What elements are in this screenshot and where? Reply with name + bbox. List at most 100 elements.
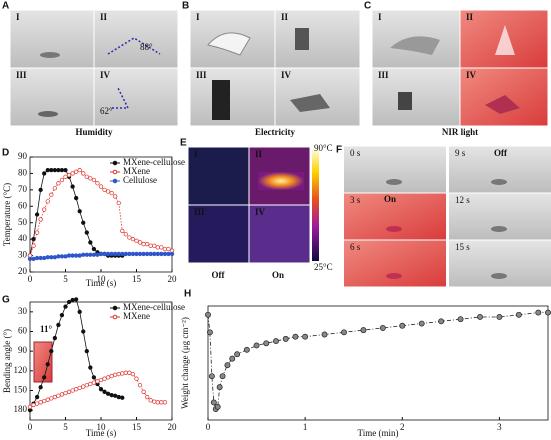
data-point [63, 174, 68, 179]
x-tick-label: 3 [497, 422, 502, 432]
x-tick-label: 20 [168, 274, 178, 284]
data-point [59, 177, 65, 183]
data-point [162, 246, 168, 252]
data-point [49, 167, 54, 173]
y-tick-label: 90 [18, 151, 28, 161]
y-tick-label: 120 [14, 365, 28, 375]
data-point [263, 340, 270, 347]
annotation: 11° [40, 324, 53, 334]
data-point [73, 297, 79, 302]
data-point [45, 199, 50, 204]
data-point [130, 371, 136, 377]
sample [207, 32, 251, 56]
data-point [88, 176, 93, 181]
column-label: On [272, 270, 284, 280]
data-point [162, 400, 168, 405]
data-point [91, 246, 97, 252]
data-point [123, 370, 128, 375]
x-tick-label: 20 [168, 422, 178, 432]
x-tick-label: 1 [303, 422, 308, 432]
y-tick-label: 50 [18, 217, 28, 227]
data-point [59, 392, 65, 397]
sample [390, 36, 440, 55]
y-axis-label: Weight change (μg cm⁻²) [180, 317, 190, 409]
sample [398, 92, 412, 110]
data-point [52, 394, 57, 400]
data-point [34, 230, 40, 235]
data-point [73, 387, 79, 392]
panel-letter: F [336, 145, 342, 156]
data-point [52, 167, 57, 173]
data-point [81, 220, 86, 225]
frame-label: 3 s [350, 195, 361, 205]
data-point [116, 371, 121, 377]
data-point [438, 318, 445, 325]
legend-label: MXene-cellulose [123, 157, 185, 167]
data-point [302, 333, 309, 340]
legend-marker [112, 178, 118, 184]
data-point [120, 251, 125, 257]
quadrant-label: III [378, 70, 389, 80]
data-point [169, 251, 175, 257]
x-axis-label: Time (s) [86, 428, 116, 438]
photo [188, 147, 249, 205]
data-point [42, 171, 47, 176]
data-point [321, 331, 328, 338]
data-point [243, 346, 250, 353]
data-point [216, 384, 223, 391]
legend-marker [112, 160, 118, 166]
x-tick-label: 15 [132, 422, 142, 432]
data-point [49, 192, 54, 197]
legend-label: MXene [123, 311, 150, 321]
data-point [38, 187, 43, 193]
quadrant-label: III [196, 70, 207, 80]
data-point [162, 251, 168, 257]
data-point [134, 238, 139, 243]
y-tick-label: 70 [18, 184, 28, 194]
data-point [34, 394, 40, 400]
data-point [102, 376, 107, 381]
data-point [45, 255, 50, 260]
data-point [457, 316, 464, 323]
data-point [113, 393, 118, 398]
data-point [70, 253, 75, 258]
data-point [144, 251, 150, 257]
data-point [109, 373, 114, 379]
photo [249, 205, 310, 263]
frame-label: 9 s [455, 148, 466, 158]
photo [94, 68, 178, 126]
data-point [70, 184, 75, 189]
data-point [166, 246, 171, 252]
data-point [27, 404, 33, 410]
data-point [73, 253, 79, 258]
data-point [144, 394, 150, 400]
data-point [81, 252, 86, 257]
data-point [418, 320, 425, 327]
series-line [207, 312, 548, 410]
x-tick-label: 0 [28, 274, 33, 284]
data-point [159, 400, 164, 405]
quadrant-label: I [194, 149, 198, 159]
plot-frame [207, 305, 549, 421]
y-tick-label: 60 [18, 200, 28, 210]
data-point [88, 365, 93, 370]
x-tick-label: 15 [132, 274, 142, 284]
data-point [81, 329, 86, 334]
legend-label: MXene [123, 166, 150, 176]
quadrant-label: IV [255, 207, 266, 217]
data-point [84, 174, 89, 179]
sample [295, 28, 309, 50]
data-point [116, 200, 121, 206]
data-point [98, 377, 104, 383]
panel-letter: B [182, 1, 189, 12]
x-tick-label: 10 [97, 274, 107, 284]
data-point [208, 373, 215, 380]
data-point [31, 402, 36, 408]
panel-caption: Electricity [255, 127, 295, 137]
y-tick-label: 80 [18, 167, 28, 177]
photo [372, 68, 460, 126]
data-point [42, 398, 47, 404]
data-point [31, 243, 36, 248]
data-point [52, 255, 57, 260]
data-point [63, 390, 68, 396]
